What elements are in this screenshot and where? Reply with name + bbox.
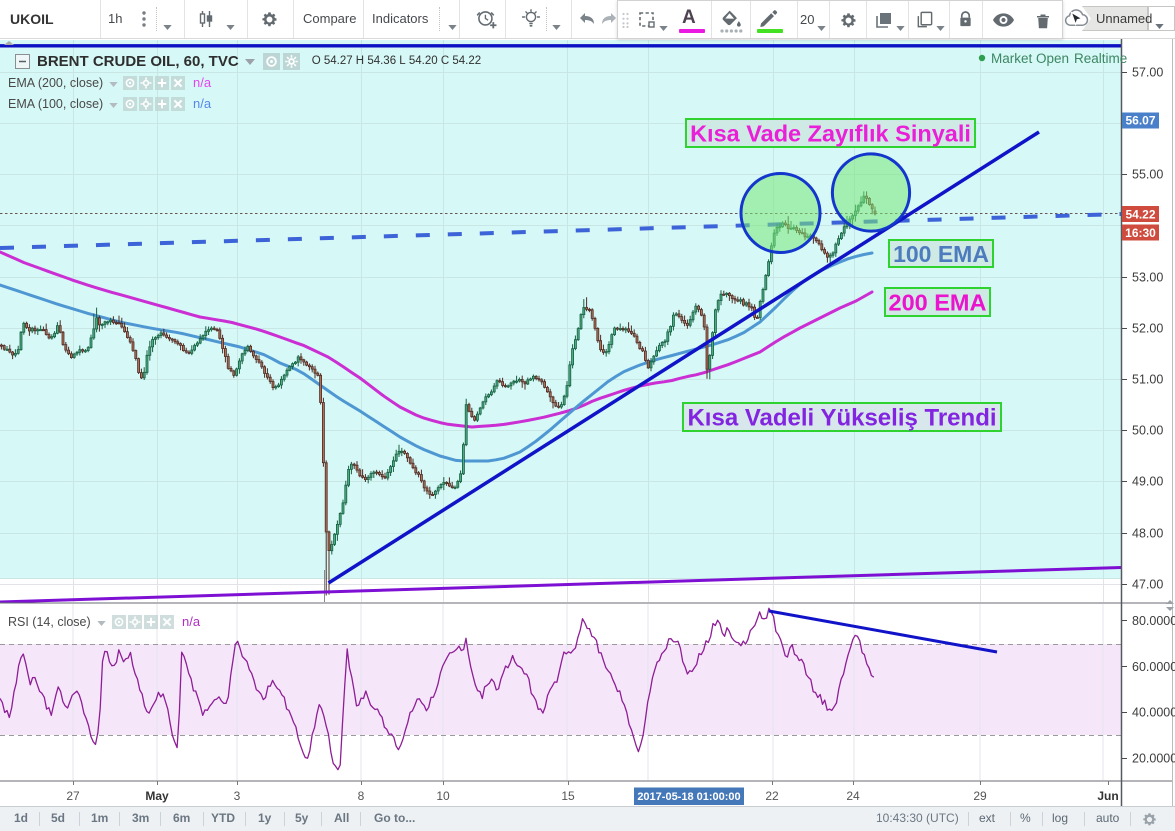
svg-text:52.00: 52.00 [1132, 322, 1163, 336]
svg-text:20.0000: 20.0000 [1132, 751, 1175, 765]
svg-text:3: 3 [234, 789, 241, 803]
svg-text:2017-05-18 01:00:00: 2017-05-18 01:00:00 [637, 791, 740, 803]
svg-text:Jun: Jun [1097, 789, 1118, 803]
svg-text:56.07: 56.07 [1125, 114, 1155, 128]
svg-text:8: 8 [358, 789, 365, 803]
svg-text:49.00: 49.00 [1132, 475, 1163, 489]
svg-text:29: 29 [973, 789, 987, 803]
svg-text:Market Open: Market Open [991, 51, 1069, 66]
svg-text:57.00: 57.00 [1132, 66, 1163, 80]
svg-text:27: 27 [66, 789, 80, 803]
svg-text:48.00: 48.00 [1132, 527, 1163, 541]
svg-text:Kısa Vadeli Yükseliş Trendi: Kısa Vadeli Yükseliş Trendi [687, 405, 996, 432]
svg-text:100 EMA: 100 EMA [893, 241, 989, 267]
svg-text:22: 22 [765, 789, 779, 803]
svg-text:54.22: 54.22 [1125, 208, 1155, 222]
svg-text:24: 24 [846, 789, 860, 803]
svg-text:200 EMA: 200 EMA [889, 289, 987, 315]
svg-text:Realtime: Realtime [1074, 51, 1127, 66]
svg-text:Kısa Vade Zayıflık Sinyali: Kısa Vade Zayıflık Sinyali [690, 120, 971, 146]
svg-text:55.00: 55.00 [1132, 168, 1163, 182]
svg-text:10: 10 [436, 789, 450, 803]
svg-text:16:30: 16:30 [1125, 226, 1156, 240]
svg-text:15: 15 [561, 789, 575, 803]
svg-text:60.0000: 60.0000 [1132, 660, 1175, 674]
svg-text:40.0000: 40.0000 [1132, 706, 1175, 720]
svg-text:47.00: 47.00 [1132, 578, 1163, 592]
svg-text:50.00: 50.00 [1132, 424, 1163, 438]
svg-text:53.00: 53.00 [1132, 271, 1163, 285]
svg-text:51.00: 51.00 [1132, 373, 1163, 387]
svg-text:May: May [145, 789, 169, 803]
svg-text:80.0000: 80.0000 [1132, 614, 1175, 628]
